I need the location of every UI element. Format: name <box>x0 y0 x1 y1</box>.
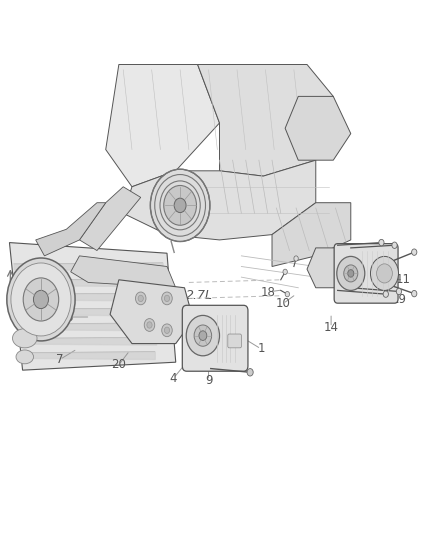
Text: 8: 8 <box>65 311 72 324</box>
Text: 19: 19 <box>391 293 406 306</box>
Circle shape <box>376 264 392 283</box>
Text: 1: 1 <box>257 342 264 356</box>
Ellipse shape <box>12 329 37 348</box>
FancyBboxPatch shape <box>333 244 397 303</box>
Polygon shape <box>123 160 315 240</box>
Circle shape <box>186 316 219 356</box>
Circle shape <box>198 331 206 341</box>
Circle shape <box>382 291 388 297</box>
Circle shape <box>285 292 289 297</box>
Polygon shape <box>10 243 175 370</box>
Text: 17: 17 <box>347 243 362 256</box>
Circle shape <box>247 368 253 376</box>
Circle shape <box>370 256 398 290</box>
Circle shape <box>347 270 353 277</box>
Polygon shape <box>306 248 350 288</box>
Text: 16: 16 <box>307 266 322 279</box>
Circle shape <box>411 249 416 255</box>
Circle shape <box>396 288 401 295</box>
Circle shape <box>138 295 143 302</box>
Circle shape <box>161 324 172 337</box>
Text: 8: 8 <box>143 284 151 297</box>
Polygon shape <box>110 280 193 344</box>
Text: 7: 7 <box>56 353 64 366</box>
Text: 20: 20 <box>111 358 126 372</box>
Text: 11: 11 <box>395 273 410 286</box>
Circle shape <box>343 265 357 282</box>
Polygon shape <box>71 256 175 288</box>
Polygon shape <box>285 96 350 160</box>
Circle shape <box>164 295 169 302</box>
Text: 14: 14 <box>323 321 338 334</box>
Circle shape <box>163 185 196 225</box>
Text: 2.7L: 2.7L <box>186 289 213 302</box>
Ellipse shape <box>16 350 33 364</box>
Circle shape <box>336 256 364 290</box>
Polygon shape <box>79 187 141 251</box>
Circle shape <box>161 292 172 305</box>
FancyBboxPatch shape <box>227 334 241 348</box>
Circle shape <box>164 327 169 334</box>
Polygon shape <box>197 64 332 176</box>
Circle shape <box>411 290 416 297</box>
Circle shape <box>147 322 152 328</box>
Circle shape <box>150 169 209 241</box>
Circle shape <box>33 290 48 309</box>
Polygon shape <box>272 203 350 266</box>
Circle shape <box>135 292 146 305</box>
Circle shape <box>293 256 297 261</box>
Circle shape <box>378 239 383 246</box>
Text: 10: 10 <box>275 297 290 310</box>
Circle shape <box>283 269 287 274</box>
Circle shape <box>11 263 71 336</box>
Circle shape <box>174 198 186 213</box>
Text: 6: 6 <box>235 319 242 332</box>
Circle shape <box>144 319 154 332</box>
Circle shape <box>391 242 396 248</box>
Text: 9: 9 <box>205 374 212 387</box>
Circle shape <box>23 278 59 321</box>
Text: 4: 4 <box>170 372 177 385</box>
Text: 18: 18 <box>260 286 275 298</box>
Polygon shape <box>35 203 106 256</box>
FancyBboxPatch shape <box>182 305 247 371</box>
Polygon shape <box>106 64 219 187</box>
Circle shape <box>7 258 75 341</box>
Circle shape <box>194 325 211 346</box>
